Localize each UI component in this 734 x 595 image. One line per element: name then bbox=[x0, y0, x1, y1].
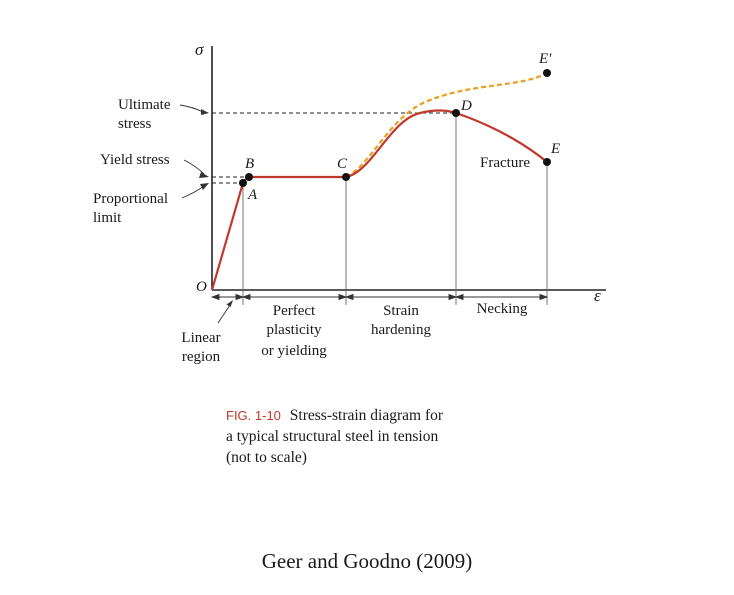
point-c bbox=[342, 173, 350, 181]
proportional-limit-label: Proportional bbox=[93, 191, 168, 207]
linear-region-label-line2: region bbox=[182, 349, 221, 365]
stress-strain-curve bbox=[210, 109, 548, 291]
region-arrows bbox=[210, 293, 549, 301]
source-credit: Geer and Goodno (2009) bbox=[262, 549, 473, 573]
ultimate-stress-leader-arrow bbox=[201, 109, 209, 115]
plasticity-label: Perfect bbox=[273, 303, 316, 319]
caption-line-3: (not to scale) bbox=[226, 449, 307, 466]
yield-stress-leader-arrow bbox=[199, 172, 209, 178]
linear-region-label: Linear bbox=[181, 330, 220, 346]
point-d-label: D bbox=[460, 98, 472, 114]
hardening-label: Strain bbox=[383, 303, 419, 319]
true-stress-strain-curve bbox=[345, 72, 548, 178]
ultimate-stress-label: Ultimate bbox=[118, 97, 171, 113]
proportional-limit-leader bbox=[181, 185, 205, 199]
caption-line-2: a typical structural steel in tension bbox=[226, 428, 438, 445]
point-a-label: A bbox=[247, 187, 258, 203]
epsilon-axis-symbol: ε bbox=[594, 286, 601, 305]
caption-line-1: Stress-strain diagram for bbox=[290, 407, 444, 424]
sigma-axis-symbol: σ bbox=[195, 40, 204, 59]
yield-stress-leader bbox=[183, 159, 205, 175]
yield-stress-label: Yield stress bbox=[100, 152, 170, 168]
ultimate-stress-leader bbox=[179, 104, 204, 113]
plasticity-label-line3: or yielding bbox=[261, 343, 327, 359]
figure-number: FIG. 1-10 bbox=[226, 408, 281, 423]
fracture-label: Fracture bbox=[480, 155, 530, 171]
point-b-label: B bbox=[245, 156, 254, 172]
figure-caption: FIG. 1-10 Stress-strain diagram for bbox=[226, 407, 444, 424]
point-e bbox=[543, 158, 551, 166]
proportional-limit-label-line2: limit bbox=[93, 210, 122, 226]
point-b bbox=[245, 173, 253, 181]
point-e-label: E bbox=[550, 141, 560, 157]
point-e-prime bbox=[543, 69, 551, 77]
point-c-label: C bbox=[337, 156, 348, 172]
hardening-label-line2: hardening bbox=[371, 322, 431, 338]
point-a bbox=[239, 179, 247, 187]
necking-label: Necking bbox=[477, 301, 528, 317]
point-e-prime-label: E' bbox=[538, 51, 552, 67]
plasticity-label-line2: plasticity bbox=[267, 322, 322, 338]
ultimate-stress-label-line2: stress bbox=[118, 116, 151, 132]
origin-label: O bbox=[196, 279, 207, 295]
proportional-limit-leader-arrow bbox=[200, 183, 209, 190]
point-d bbox=[452, 109, 460, 117]
linear-region-leader-arrow bbox=[226, 300, 233, 307]
